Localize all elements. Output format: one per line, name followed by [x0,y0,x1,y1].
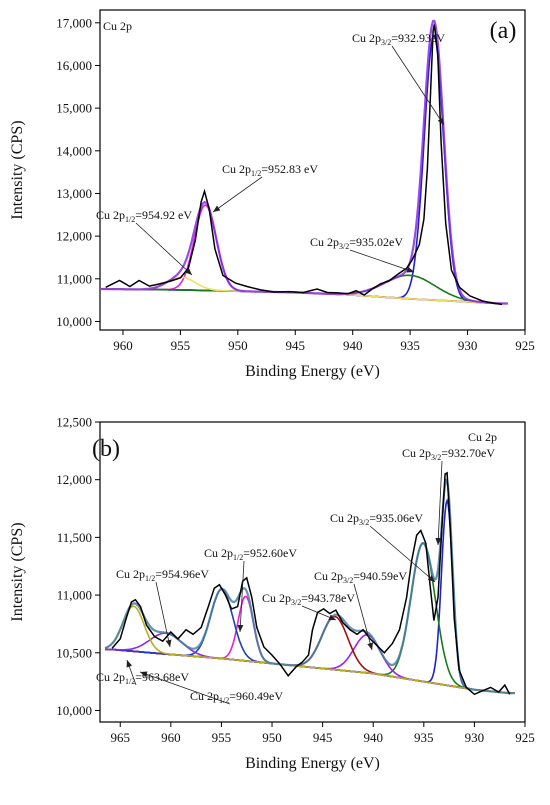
x-tick-label: 950 [228,338,248,353]
panel-a: 960 955 950 945 940 935 930 925 10,000 11,000 12,0… [9,9,535,380]
y-tick-label: 17,000 [56,15,92,30]
peak-annotation: Cu 2p3/2=932.70eV [402,446,495,462]
plot-area [104,471,515,696]
panel-b: 965 960 955 950 945 940 935 930 925 10,000 10,500 1… [9,415,535,773]
annotation-arrow [353,583,374,651]
x-tick-label: 940 [363,730,383,745]
y-tick-label: 14,000 [56,143,92,158]
y-tick-label: 10,000 [56,703,92,718]
x-tick-label: 925 [515,730,535,745]
peak-component-line [104,605,515,695]
x-axis-label: Binding Energy (eV) [245,755,380,772]
x-tick-label: 935 [400,338,420,353]
annotation-arrow [301,605,337,621]
peak-annotation: Cu 2p1/2=963.68eV [96,670,189,686]
x-tick-label: 930 [458,338,478,353]
peak-annotation: Cu 2p1/2=952.60eV [204,546,297,562]
annotation-arrow [237,560,245,633]
annotation-arrow [349,249,415,273]
annotation-arrow [391,45,445,126]
peak-annotation: Cu 2p3/2=932.93eV [352,31,445,47]
raw-data-line [111,471,511,696]
x-tick-label: 945 [313,730,333,745]
x-axis-label: Binding Energy (eV) [245,363,380,380]
y-tick-label: 11,000 [57,271,92,286]
corner-label: Cu 2p [103,19,132,33]
x-tick-label: 955 [212,730,232,745]
plot-frame [99,421,526,723]
peak-annotation: Cu 2p3/2=943.78eV [262,591,355,607]
y-tick-label: 12,000 [56,229,92,244]
annotation-arrow [139,671,231,705]
y-tick-label: 10,500 [56,645,92,660]
x-tick-label: 950 [262,730,282,745]
y-axis-label: Intensity (CPS) [9,522,26,621]
annotation-arrow [135,222,193,276]
y-tick-label: 13,000 [56,186,92,201]
corner-label: Cu 2p [468,430,497,444]
y-tick-label: 12,000 [56,472,92,487]
annotation-arrow [155,581,172,648]
annotation-arrow [369,525,436,583]
peak-annotation: Cu 2p1/2=960.49eV [190,689,283,705]
y-tick-label: 11,000 [57,588,92,603]
x-tick-label: 965 [110,730,130,745]
x-tick-label: 930 [465,730,485,745]
annotation-arrow [435,460,443,546]
peak-annotation: Cu 2p3/2=935.02eV [310,235,403,251]
x-tick-label: 945 [286,338,306,353]
panel-label: (b) [92,436,120,462]
panel-label: (a) [490,18,517,44]
x-tick-label: 960 [113,338,133,353]
peak-annotation: Cu 2p3/2=940.59eV [314,569,407,585]
x-tick-label: 960 [161,730,181,745]
peak-annotation: Cu 2p1/2=954.96eV [116,567,209,583]
y-tick-label: 12,500 [56,415,92,430]
plot-frame [99,9,526,331]
y-tick-label: 16,000 [56,58,92,73]
y-tick-label: 10,000 [56,314,92,329]
x-tick-label: 940 [343,338,363,353]
annotation-arrow [126,659,137,686]
annotation-arrow [212,176,263,213]
peak-component-line [100,274,508,305]
x-tick-label: 935 [414,730,434,745]
x-tick-label: 925 [515,338,535,353]
x-tick-label: 955 [171,338,191,353]
y-tick-label: 11,500 [57,530,92,545]
y-axis-label: Intensity (CPS) [9,120,26,219]
peak-annotation: Cu 2p3/2=935.06eV [330,511,423,527]
plot-area [100,19,508,306]
envelope-line [104,478,515,695]
peak-annotation: Cu 2p1/2=952.83 eV [222,162,318,178]
y-tick-label: 15,000 [56,101,92,116]
peak-annotation: Cu 2p1/2=954.92 eV [96,208,192,224]
